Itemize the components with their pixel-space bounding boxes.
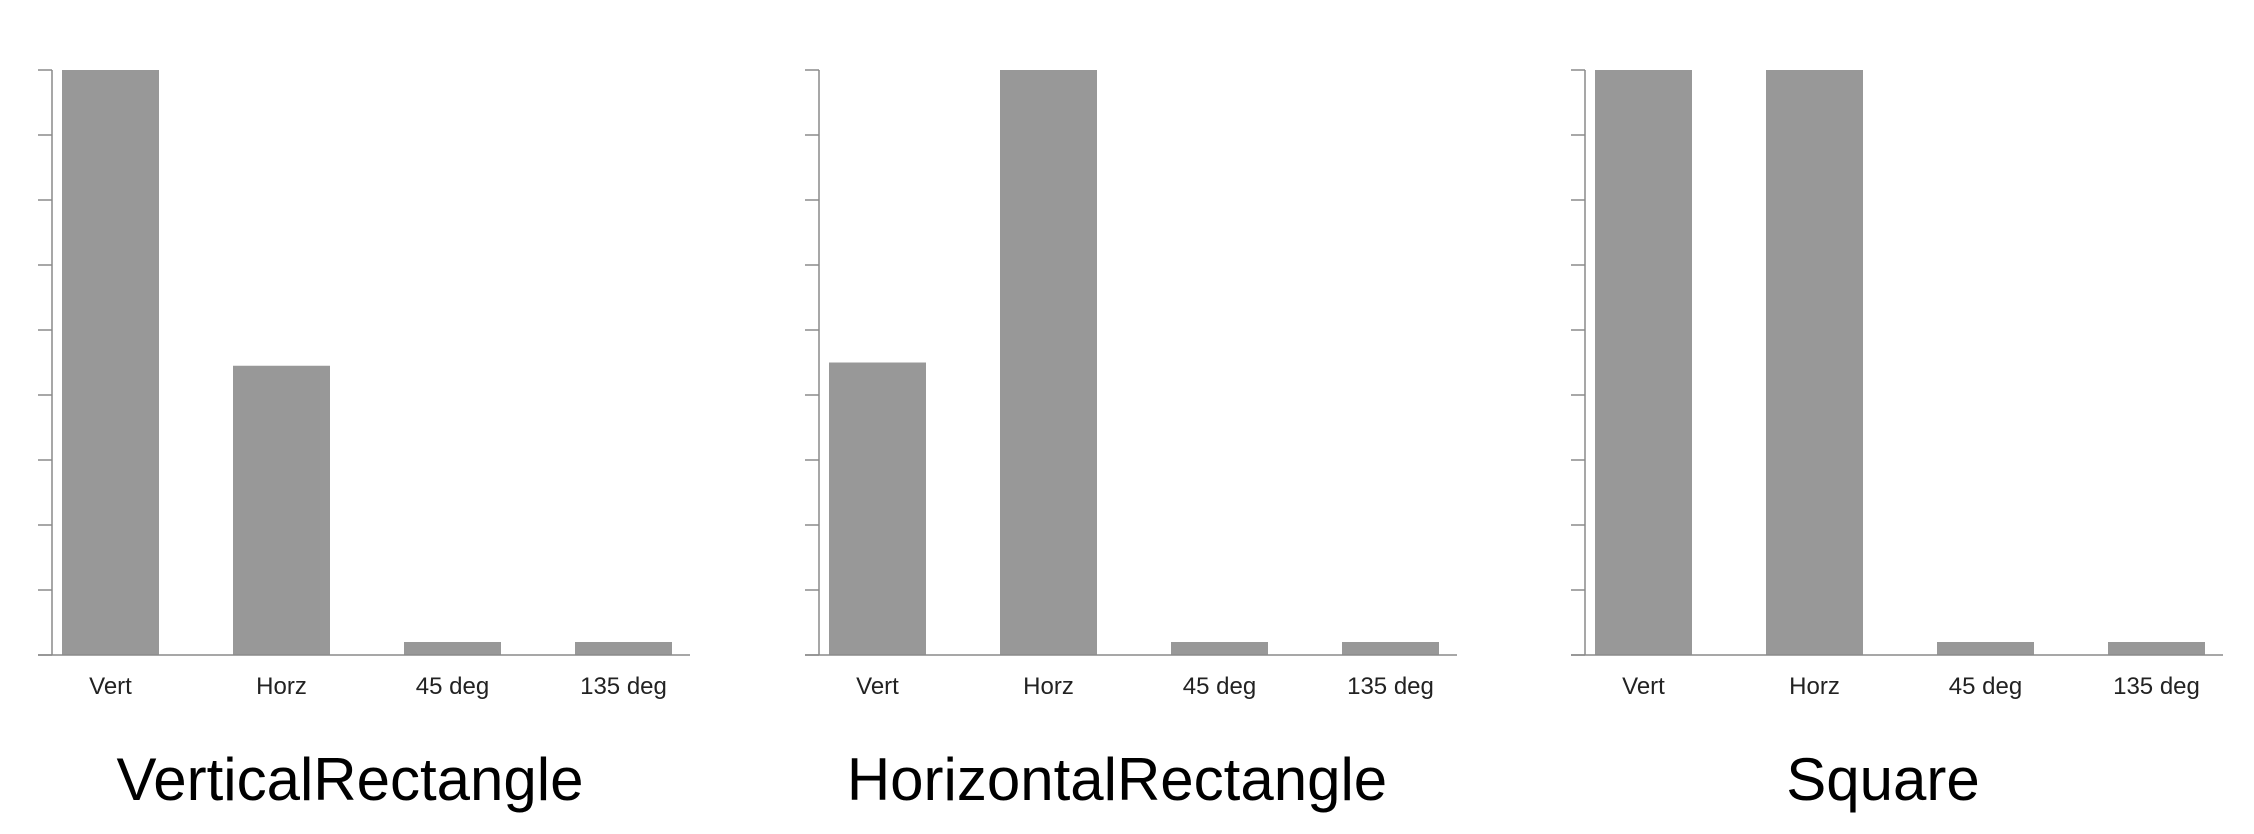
bar-45-deg	[1937, 642, 2034, 655]
x-tick-label: Vert	[1622, 673, 1665, 700]
chart-panel-horizontal-rectangle: Vert Horz 45 deg 135 deg HorizontalRectangl…	[777, 0, 1457, 834]
bar-vert	[829, 362, 926, 655]
x-tick-label: Horz	[1789, 673, 1840, 700]
bar-135-deg	[1342, 642, 1439, 655]
bar-chart-vertical-rectangle: Vert Horz 45 deg 135 deg	[38, 69, 690, 700]
x-tick-label: 135 deg	[2113, 673, 2200, 700]
bar-135-deg	[2108, 642, 2205, 655]
x-tick-label: Vert	[89, 673, 132, 700]
x-tick-label: Vert	[856, 673, 899, 700]
bar-horz	[1000, 70, 1097, 655]
x-tick-label: 45 deg	[1183, 673, 1256, 700]
bar-vert	[62, 70, 159, 655]
bar-chart-square: Vert Horz 45 deg 135 deg	[1571, 69, 2223, 700]
bar-45-deg	[404, 642, 501, 655]
bar-chart-horizontal-rectangle: Vert Horz 45 deg 135 deg	[805, 69, 1457, 700]
chart-title: VerticalRectangle	[116, 746, 584, 813]
bar-vert	[1595, 70, 1692, 655]
bar-45-deg	[1171, 642, 1268, 655]
chart-title: HorizontalRectangle	[846, 746, 1388, 813]
bar-135-deg	[575, 642, 672, 655]
x-tick-label: Horz	[256, 673, 307, 700]
chart-panel-vertical-rectangle: Vert Horz 45 deg 135 deg VerticalRectangle	[10, 0, 690, 834]
chart-title: Square	[1786, 746, 1980, 813]
bar-horz	[1766, 70, 1863, 655]
x-tick-label: 45 deg	[1949, 673, 2022, 700]
x-tick-label: 135 deg	[580, 673, 667, 700]
chart-panel-square: Vert Horz 45 deg 135 deg Square	[1543, 0, 2223, 834]
x-tick-label: 135 deg	[1347, 673, 1434, 700]
x-tick-label: 45 deg	[416, 673, 489, 700]
bar-horz	[233, 365, 330, 655]
x-tick-label: Horz	[1023, 673, 1074, 700]
